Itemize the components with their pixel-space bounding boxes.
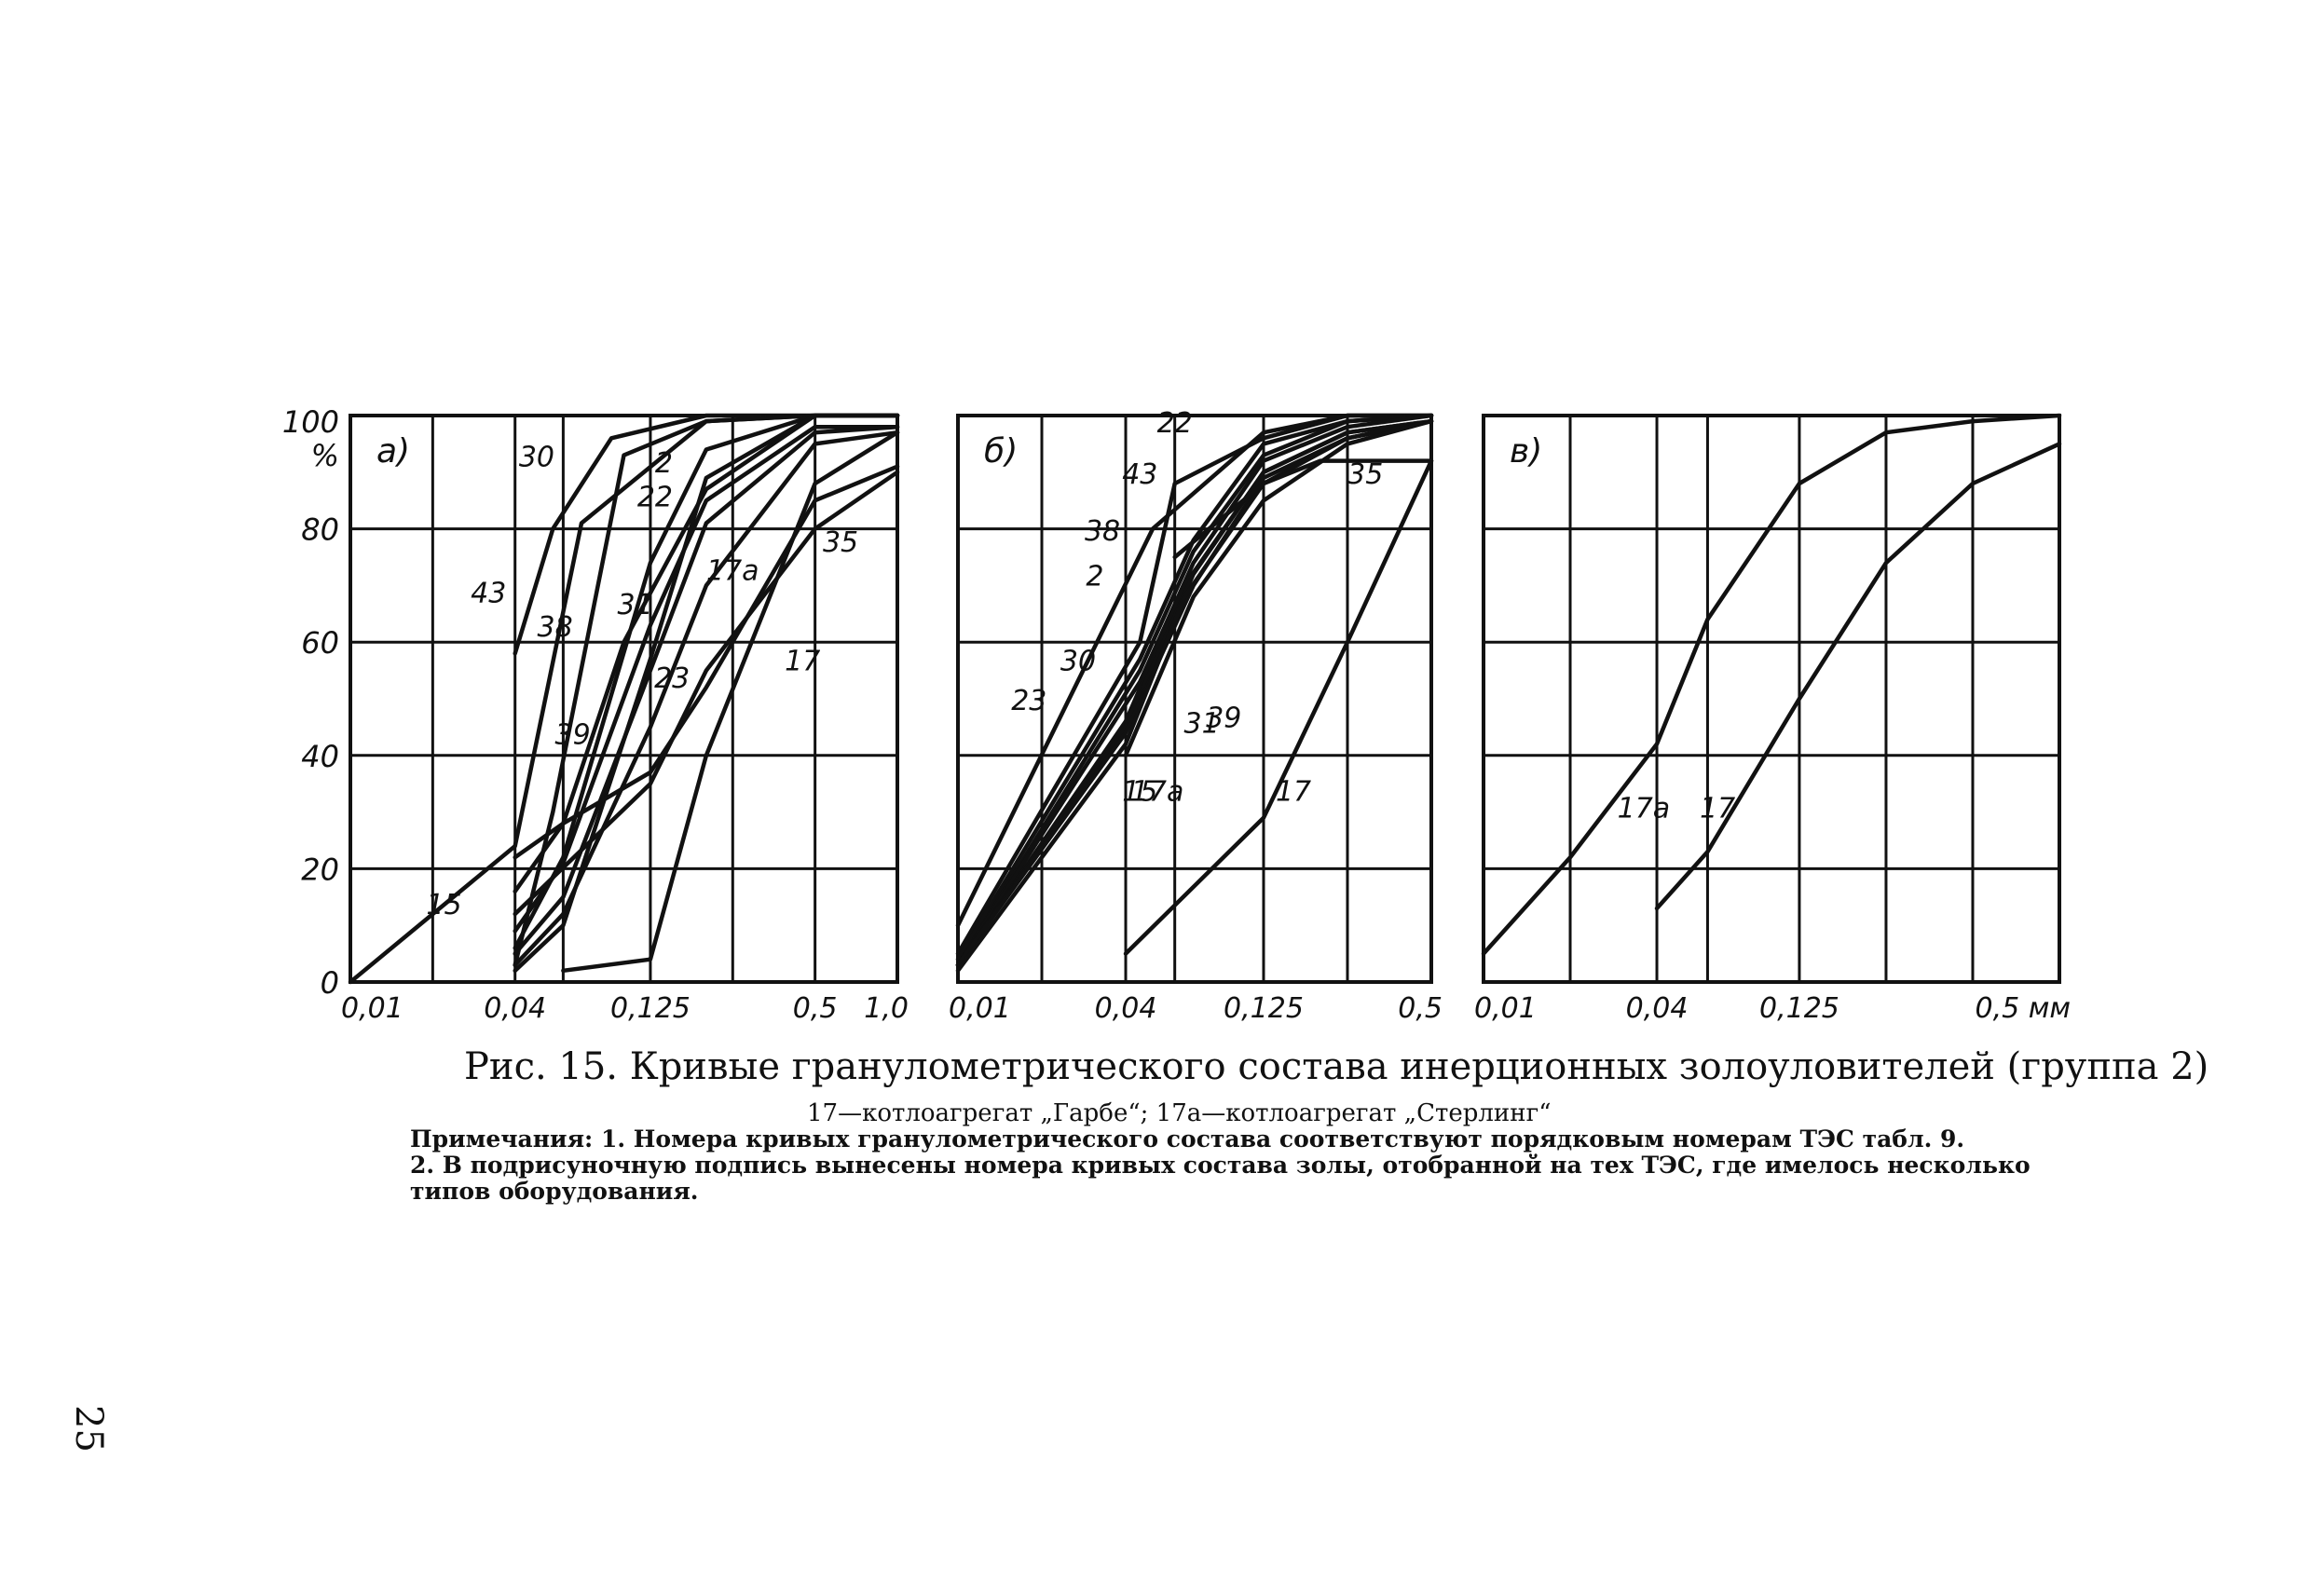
y-tick-label: 60 — [301, 625, 339, 661]
panel-label: в) — [1510, 432, 1542, 471]
curve-label-31: 31 — [618, 589, 653, 621]
curve-39 — [955, 418, 1434, 968]
x-tick-label: 0,5 — [793, 992, 838, 1025]
curve-43 — [955, 413, 1434, 956]
figure-note-1: Примечания: 1. Номера кривых гранулометр… — [410, 1125, 1965, 1153]
curve-label-38: 38 — [1085, 515, 1120, 548]
curve-label-39: 39 — [554, 719, 590, 752]
curve-label-43: 43 — [471, 578, 506, 610]
plot-frame — [1482, 414, 2061, 984]
curve-label-17: 17 — [785, 646, 820, 678]
curve-22 — [513, 413, 900, 974]
figure-caption: Рис. 15. Кривые гранулометрического сост… — [464, 1045, 2209, 1088]
curve-23 — [513, 430, 900, 968]
x-tick-label: 0,01 — [949, 992, 1011, 1025]
curve-17 — [1123, 458, 1434, 956]
plot-frame — [349, 414, 899, 984]
curve-label-17: 17 — [1276, 775, 1311, 808]
curve-label-31: 31 — [1184, 707, 1220, 740]
curve-label-17а: 17а — [1618, 793, 1671, 825]
curve-label-2: 2 — [1086, 560, 1103, 593]
chart-panel-3: в) 0,01 0,04 0,125 0,5 мм 17а 17 — [1474, 413, 2071, 1025]
x-tick-label: 1,0 — [864, 992, 909, 1025]
y-tick-label: 40 — [301, 739, 339, 774]
plot-frame — [956, 414, 1433, 984]
x-tick-label: 0,04 — [484, 992, 546, 1025]
curve-label-23: 23 — [1011, 685, 1046, 717]
curve-17а — [1123, 418, 1434, 758]
y-unit-label: % — [311, 438, 339, 473]
y-tick-label: 20 — [301, 852, 339, 887]
y-tick-label: 100 — [282, 404, 339, 440]
curve-label-38: 38 — [537, 611, 572, 644]
x-tick-label: 0,125 — [1759, 992, 1839, 1025]
curve-17 — [561, 430, 900, 974]
curve-35 — [1172, 458, 1434, 560]
curve-39 — [513, 424, 900, 934]
x-tick-label: 0,01 — [1474, 992, 1537, 1025]
chart-panel-1: а) 0,01 0,04 0,125 0,5 1,0 0 20 40 60 80 100% 43 15 30… — [282, 404, 909, 1025]
y-tick-label: 0 — [321, 965, 339, 1001]
curve-label-35: 35 — [1347, 458, 1383, 491]
curve-31 — [513, 424, 900, 956]
curve-15 — [955, 418, 1434, 974]
curve-label-39: 39 — [1206, 702, 1241, 734]
curve-label-43: 43 — [1122, 458, 1157, 491]
page-number: 25 — [67, 1405, 110, 1453]
curve-35 — [513, 470, 900, 917]
y-tick-label: 80 — [301, 512, 339, 548]
curve-label-22: 22 — [1157, 407, 1193, 440]
curve-label-17а: 17а — [1131, 775, 1184, 808]
x-tick-label: 0,125 — [1224, 992, 1304, 1025]
curve-label-17а: 17а — [706, 554, 759, 587]
curve-label-2: 2 — [655, 447, 673, 480]
x-tick-label: 0,5 мм — [1975, 992, 2071, 1025]
curve-label-30: 30 — [1060, 646, 1096, 678]
curve-label-22: 22 — [637, 481, 673, 513]
curve-2 — [955, 413, 1434, 968]
curve-17а — [1481, 413, 2062, 956]
curve-label-15: 15 — [426, 889, 461, 921]
curve-label-30: 30 — [519, 442, 554, 474]
figure-note-3: типов оборудования. — [410, 1178, 699, 1205]
x-tick-label: 0,04 — [1626, 992, 1689, 1025]
x-tick-label: 0,5 — [1398, 992, 1443, 1025]
panel-label: б) — [984, 432, 1018, 471]
figure-legend-line: 17—котлоагрегат „Гарбе“; 17а—котлоагрега… — [807, 1099, 1552, 1127]
x-tick-label: 0,125 — [610, 992, 691, 1025]
curve-label-15: 15 — [1122, 775, 1157, 808]
curve-label-35: 35 — [823, 526, 858, 559]
x-tick-label: 0,04 — [1095, 992, 1157, 1025]
curve-label-17: 17 — [1700, 793, 1735, 825]
panel-label: а) — [376, 432, 410, 471]
curve-17 — [1654, 442, 2062, 911]
curve-label-23: 23 — [654, 662, 690, 695]
figure-note-2: 2. В подрисуночную подпись вынесены номе… — [410, 1152, 2031, 1179]
x-tick-label: 0,01 — [341, 992, 403, 1025]
